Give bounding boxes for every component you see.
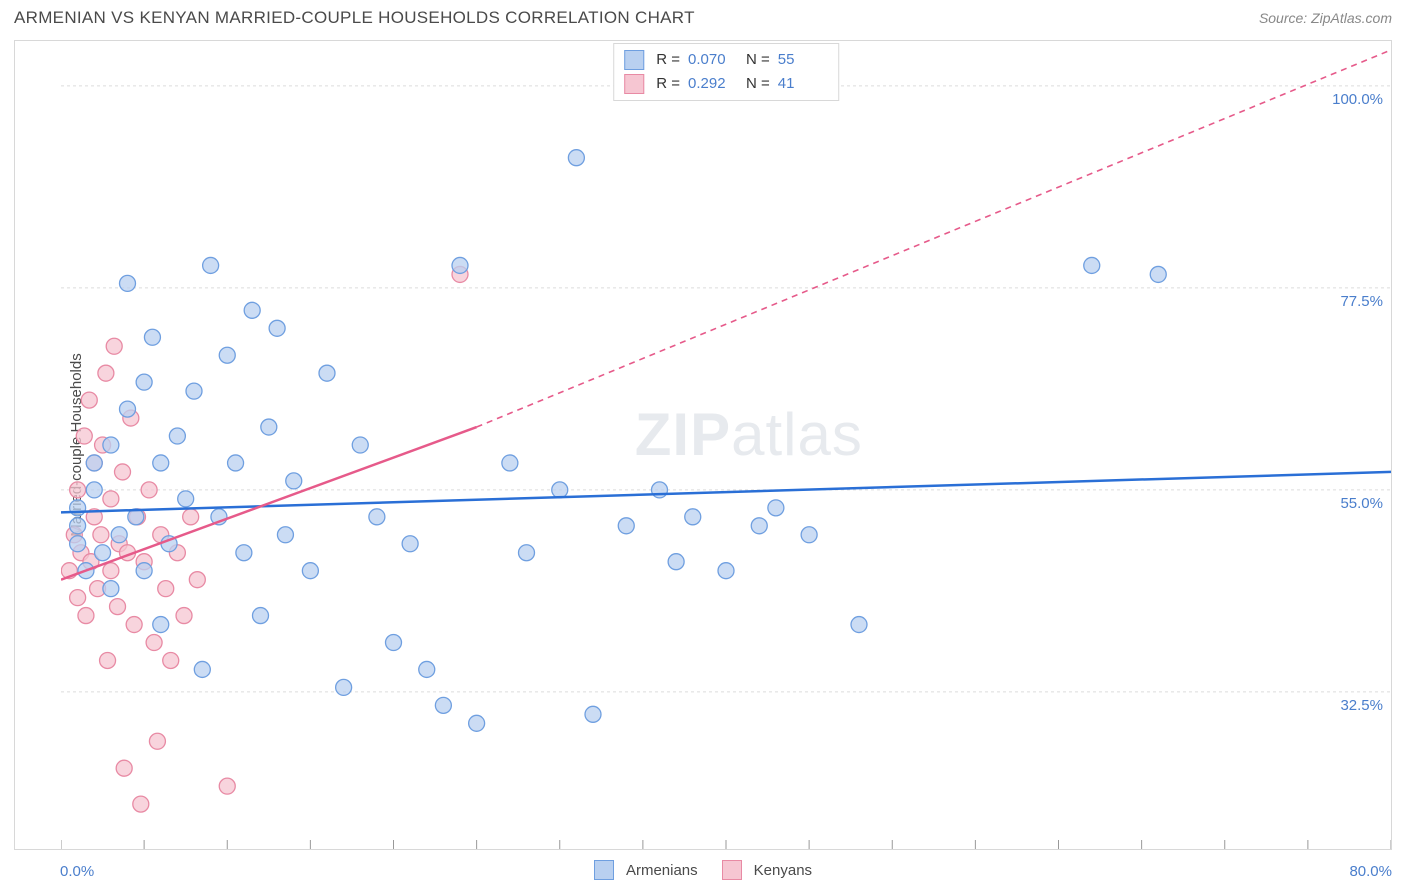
source-credit: Source: ZipAtlas.com <box>1259 10 1392 26</box>
stats-row-armenians: R = 0.070 N = 55 <box>624 48 828 72</box>
swatch-kenyans <box>624 74 644 94</box>
stat-r-kenyans: 0.292 <box>688 72 738 96</box>
svg-text:55.0%: 55.0% <box>1340 495 1383 512</box>
stat-label-n: N = <box>746 48 770 72</box>
stat-label-r2: R = <box>656 72 680 96</box>
stats-legend: R = 0.070 N = 55 R = 0.292 N = 41 <box>613 43 839 101</box>
swatch-armenians <box>624 50 644 70</box>
plot-area: ZIPatlas 32.5%55.0%77.5%100.0% R = 0.070… <box>61 41 1391 849</box>
stat-label-r: R = <box>656 48 680 72</box>
svg-text:100.0%: 100.0% <box>1332 91 1383 108</box>
legend-item-armenians: Armenians <box>594 860 698 880</box>
legend-label-armenians: Armenians <box>626 862 698 879</box>
stats-row-kenyans: R = 0.292 N = 41 <box>624 72 828 96</box>
chart-frame: Married-couple Households ZIPatlas 32.5%… <box>14 40 1392 850</box>
stat-label-n2: N = <box>746 72 770 96</box>
stat-r-armenians: 0.070 <box>688 48 738 72</box>
svg-text:77.5%: 77.5% <box>1340 293 1383 310</box>
legend-label-kenyans: Kenyans <box>754 862 812 879</box>
chart-title: ARMENIAN VS KENYAN MARRIED-COUPLE HOUSEH… <box>14 8 695 28</box>
legend-swatch-kenyans <box>722 860 742 880</box>
legend-swatch-armenians <box>594 860 614 880</box>
legend-item-kenyans: Kenyans <box>722 860 812 880</box>
stat-n-kenyans: 41 <box>778 72 828 96</box>
series-legend: Armenians Kenyans <box>0 860 1406 880</box>
stat-n-armenians: 55 <box>778 48 828 72</box>
svg-text:32.5%: 32.5% <box>1340 697 1383 714</box>
scatter-chart: 32.5% 55.0% 77.5% 100.0% <box>61 41 1391 849</box>
